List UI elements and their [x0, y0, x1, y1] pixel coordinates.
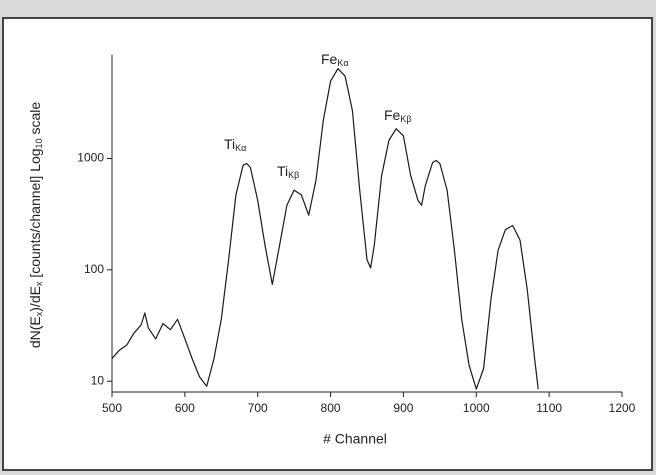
y-label-part: dN(E: [27, 316, 43, 348]
y-label-part: scale: [27, 102, 43, 139]
x-tick-label: 600: [175, 401, 195, 415]
x-tick-label: 800: [321, 401, 341, 415]
y-label-part: )/dE: [27, 286, 43, 312]
peak-annotation: FeKα: [321, 51, 349, 69]
x-axis-label: # Channel: [323, 431, 387, 447]
annotation-sub: Kα: [337, 58, 348, 68]
annotation-text: Fe: [321, 51, 338, 67]
y-label-part: 10: [34, 138, 44, 148]
x-tick-label: 1100: [536, 401, 562, 415]
spectrum-line: [111, 68, 539, 390]
x-tick-label: 700: [248, 401, 268, 415]
x-tick-label: 900: [393, 401, 413, 415]
y-label-part: x: [34, 311, 44, 316]
peak-annotation: FeKβ: [384, 107, 412, 125]
annotation-sub: Kα: [235, 143, 246, 153]
y-label-part: [counts/channel] Log: [27, 148, 43, 281]
annotation-sub: Kβ: [400, 114, 411, 124]
x-tick-label: 500: [102, 401, 122, 415]
y-tick-label: 1000: [77, 151, 104, 165]
annotation-text: Fe: [384, 107, 401, 123]
frame: [2, 17, 653, 471]
y-tick-label: 100: [84, 262, 104, 276]
y-tick-label: 10: [91, 373, 105, 387]
peak-annotation: TiKα: [224, 136, 246, 154]
annotation-sub: Kβ: [288, 170, 299, 180]
y-label-part: x: [34, 281, 44, 286]
x-tick-label: 1200: [609, 401, 636, 415]
peak-annotation: TiKβ: [277, 163, 299, 181]
x-tick-label: 1000: [463, 401, 490, 415]
y-axis-label: dN(Ex)/dEx [counts/channel] Log10 scale: [27, 102, 45, 349]
annotation-text: Ti: [224, 136, 235, 152]
annotation-text: Ti: [277, 163, 288, 179]
